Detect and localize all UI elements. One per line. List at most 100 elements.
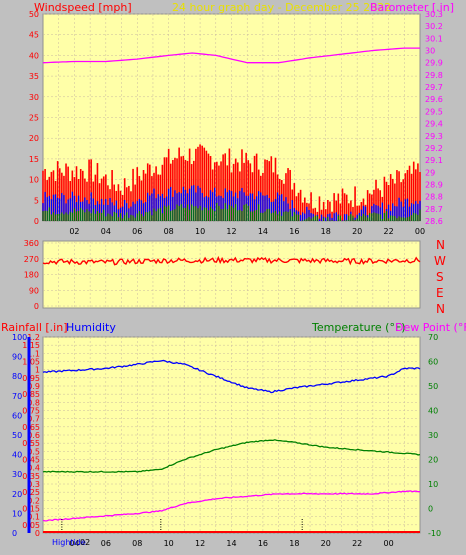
wind-y-tick-label: 30 xyxy=(29,93,39,102)
wind-y-tick-label: 45 xyxy=(29,31,39,40)
rain-y-tick-label: 0.2 xyxy=(27,496,40,505)
footer-first-hour: 02 xyxy=(80,538,90,547)
rain-y-tick-label: 0.05 xyxy=(22,521,40,530)
humidity-y-tick-label: 20 xyxy=(12,490,22,499)
barometer-y-tick-label: 30 xyxy=(425,47,435,56)
wind-y-tick-label: 35 xyxy=(29,72,39,81)
wind-y-tick-label: 25 xyxy=(29,114,39,123)
barometer-y-tick-label: 28.6 xyxy=(425,217,443,226)
rain-y-tick-label: 0 xyxy=(35,529,40,538)
dew-point-label: Dew Point (°F) xyxy=(395,321,466,334)
temperature-y-tick-label: 60 xyxy=(428,358,438,367)
barometer-line xyxy=(42,47,420,64)
temperature-line xyxy=(42,439,421,473)
direction-label-e: E xyxy=(436,286,444,300)
temperature-y-tick-label: 70 xyxy=(428,333,438,342)
lower-x-tick-label: 12 xyxy=(195,539,205,548)
wind-y-tick-label: 20 xyxy=(29,134,39,143)
barometer-y-tick-label: 30.3 xyxy=(425,10,443,19)
wind-y-tick-label: 40 xyxy=(29,51,39,60)
direction-y-tick-label: 90 xyxy=(29,286,39,295)
lower-x-tick-label: 08 xyxy=(132,539,142,548)
wind-x-tick-label: 02 xyxy=(69,227,79,236)
humidity-y-tick-label: 40 xyxy=(12,451,22,460)
temperature-y-tick-label: 30 xyxy=(428,431,438,440)
barometer-y-tick-label: 30.1 xyxy=(425,34,443,43)
rainfall-label: Rainfall [.in] xyxy=(1,321,68,334)
humidity-y-tick-label: 60 xyxy=(12,411,22,420)
rain-y-tick-label: 0.6 xyxy=(27,431,40,440)
rain-y-tick-label: 0.65 xyxy=(22,423,40,432)
rain-y-tick-label: 0.1 xyxy=(27,513,40,522)
barometer-y-tick-label: 30.2 xyxy=(425,22,443,31)
wind-x-tick-label: 00 xyxy=(415,227,425,236)
barometer-y-tick-label: 29.1 xyxy=(425,156,443,165)
rain-y-tick-label: 0.55 xyxy=(22,439,40,448)
wind-x-tick-label: 16 xyxy=(289,227,299,236)
wind-label: Windspeed [mph] xyxy=(34,1,132,14)
humidity-y-tick-label: 50 xyxy=(12,431,22,440)
barometer-y-tick-label: 29.3 xyxy=(425,132,443,141)
temperature-label: Temperature (°F) xyxy=(311,321,406,334)
rain-y-tick-label: 0.25 xyxy=(22,488,40,497)
rain-y-tick-label: 1 xyxy=(35,366,40,375)
barometer-y-tick-label: 29.6 xyxy=(425,95,443,104)
wind-x-tick-label: 04 xyxy=(101,227,111,236)
wind-x-tick-label: 18 xyxy=(321,227,331,236)
rain-y-tick-label: 0.8 xyxy=(27,398,40,407)
barometer-y-tick-label: 29.5 xyxy=(425,107,443,116)
rain-y-tick-label: 0.9 xyxy=(27,382,40,391)
direction-line xyxy=(42,255,421,266)
humidity-y-tick-label: 30 xyxy=(12,470,22,479)
rain-y-tick-label: 0.7 xyxy=(27,415,40,424)
rain-y-tick-label: 1.05 xyxy=(22,358,40,367)
lower-x-tick-label: 22 xyxy=(352,539,362,548)
lower-x-tick-label: 16 xyxy=(258,539,268,548)
direction-y-tick-label: 180 xyxy=(24,271,39,280)
barometer-y-tick-label: 29.4 xyxy=(425,120,443,129)
wind-x-tick-label: 14 xyxy=(258,227,268,236)
wind-y-tick-label: 5 xyxy=(34,196,39,205)
dew-point-line xyxy=(42,490,420,522)
temperature-y-tick-label: 20 xyxy=(428,456,438,465)
barometer-y-tick-label: 28.8 xyxy=(425,193,443,202)
lower-x-tick-label: 00 xyxy=(383,539,393,548)
lower-x-tick-label: 10 xyxy=(164,539,174,548)
rain-y-tick-label: 0.45 xyxy=(22,456,40,465)
lower-x-tick-label: 14 xyxy=(226,539,236,548)
wind-y-tick-label: 0 xyxy=(34,217,39,226)
barometer-y-tick-label: 28.7 xyxy=(425,205,443,214)
humidity-y-tick-label: 70 xyxy=(12,392,22,401)
humidity-y-tick-label: 100 xyxy=(12,333,27,342)
rain-y-tick-label: 0.5 xyxy=(27,447,40,456)
lower-x-tick-label: 06 xyxy=(101,539,111,548)
wind-x-tick-label: 22 xyxy=(383,227,393,236)
humidity-label: Humidity xyxy=(66,321,116,334)
barometer-label: Barometer [.in] xyxy=(370,1,454,14)
direction-y-tick-label: 0 xyxy=(34,302,39,311)
temperature-y-tick-label: 50 xyxy=(428,382,438,391)
lower-x-tick-label: 04 xyxy=(69,539,79,548)
humidity-y-tick-label: 90 xyxy=(12,353,22,362)
rain-y-tick-label: 1.2 xyxy=(27,333,40,342)
wind-y-tick-label: 50 xyxy=(29,10,39,19)
wind-x-tick-label: 10 xyxy=(195,227,205,236)
lower-x-tick-label: 20 xyxy=(321,539,331,548)
wind-x-tick-label: 20 xyxy=(352,227,362,236)
direction-label-n-bottom: N xyxy=(436,302,445,316)
humidity-line xyxy=(42,359,421,394)
rain-y-tick-label: 0.95 xyxy=(22,374,40,383)
rain-y-tick-label: 0.4 xyxy=(27,464,40,473)
wind-x-tick-label: 12 xyxy=(226,227,236,236)
rain-y-tick-label: 1.15 xyxy=(22,341,40,350)
temperature-y-tick-label: 10 xyxy=(428,480,438,489)
wind-y-tick-label: 15 xyxy=(29,155,39,164)
direction-label-w: W xyxy=(434,254,446,268)
temperature-y-tick-label: 0 xyxy=(428,505,433,514)
direction-y-tick-label: 360 xyxy=(24,239,39,248)
barometer-y-tick-label: 28.9 xyxy=(425,180,443,189)
barometer-y-tick-label: 29.9 xyxy=(425,59,443,68)
direction-label-s: S xyxy=(436,270,444,284)
rain-y-tick-label: 0.85 xyxy=(22,390,40,399)
